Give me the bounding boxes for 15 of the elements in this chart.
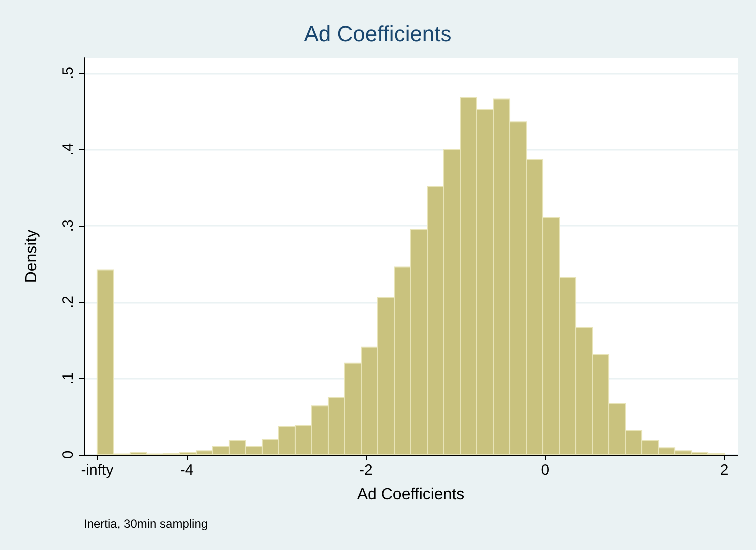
y-tick-label: .4 <box>60 143 77 156</box>
x-tick-label: -2 <box>360 462 373 479</box>
x-tick-label: -4 <box>180 462 194 479</box>
x-tick-label: 0 <box>541 462 550 479</box>
y-tick-label: .2 <box>60 296 77 309</box>
chart-title: Ad Coefficients <box>304 22 452 46</box>
y-tick-label: .5 <box>60 67 77 80</box>
y-tick-label: .3 <box>60 220 77 232</box>
text: Inertia, 30min sampling <box>84 517 208 531</box>
y-axis-title: Density <box>24 230 40 284</box>
y-tick-label: 0 <box>60 450 77 460</box>
y-tick-label: .1 <box>60 372 77 385</box>
x-axis-title: Ad Coefficients <box>357 486 465 504</box>
x-tick-label: -infty <box>81 462 114 479</box>
x-tick-label: 2 <box>720 462 729 479</box>
